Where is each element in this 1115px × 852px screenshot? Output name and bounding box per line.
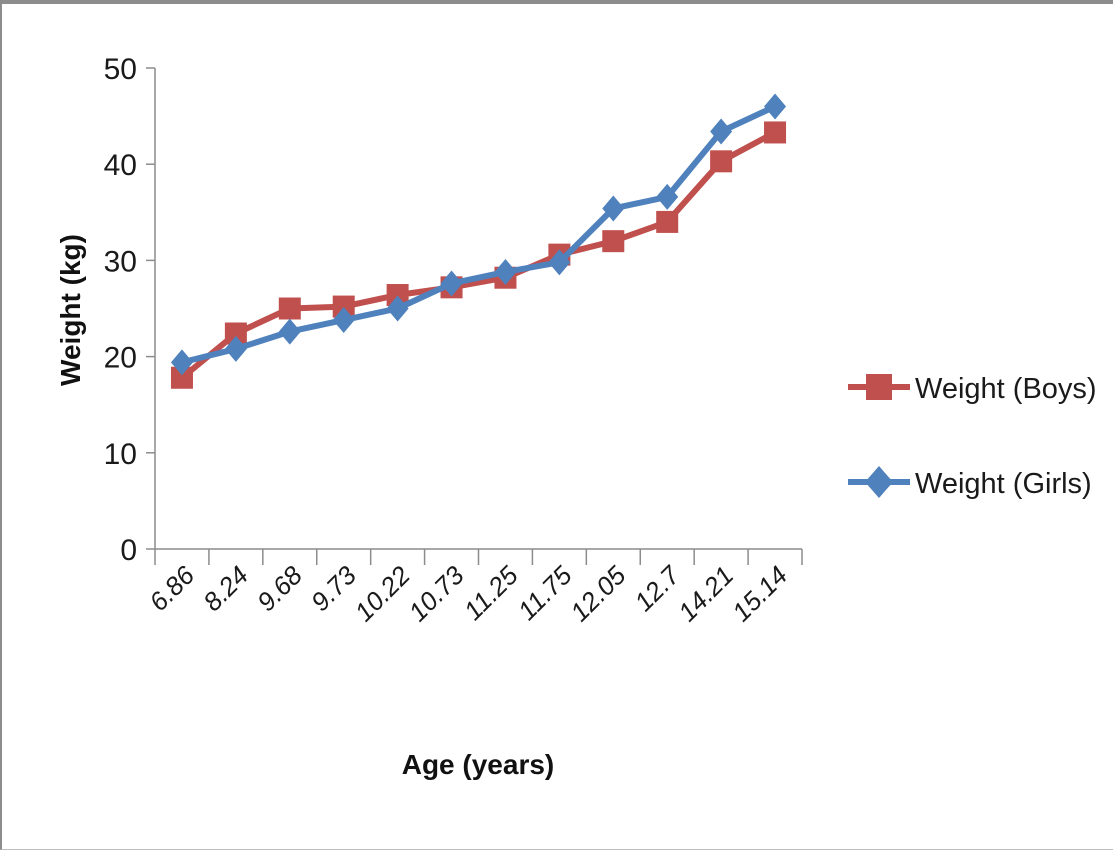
data-point-girls xyxy=(170,349,193,376)
data-point-boys xyxy=(764,121,787,144)
data-point-boys xyxy=(602,230,625,253)
y-tick-label: 50 xyxy=(104,53,137,86)
x-tick-label: 11.25 xyxy=(458,560,524,626)
data-point-boys xyxy=(656,210,679,233)
x-tick-label: 12.05 xyxy=(564,560,632,628)
data-point-girls xyxy=(494,258,517,285)
y-axis: 0 10 20 30 40 50 xyxy=(104,53,156,567)
y-tick-label: 10 xyxy=(104,438,137,471)
x-axis-title: Age (years) xyxy=(402,749,555,780)
x-tick-label: 10.22 xyxy=(349,560,417,628)
x-tick-label: 15.14 xyxy=(726,560,793,627)
series-layer xyxy=(170,93,787,389)
y-tick-label: 0 xyxy=(120,534,137,567)
data-point-boys xyxy=(332,295,355,318)
legend-girls-label: Weight (Girls) xyxy=(915,468,1092,500)
legend-boys-label: Weight (Boys) xyxy=(915,373,1097,405)
y-tick-label: 30 xyxy=(104,245,137,278)
y-tick-label: 40 xyxy=(104,149,137,182)
legend-boys-marker xyxy=(866,374,892,400)
data-point-girls xyxy=(548,249,571,276)
data-point-boys xyxy=(170,366,193,389)
data-point-boys xyxy=(386,284,409,307)
data-point-girls xyxy=(764,93,787,120)
data-point-boys xyxy=(278,297,301,320)
legend-girls-marker xyxy=(865,466,893,498)
data-point-girls xyxy=(386,295,409,322)
x-tick-label: 10.73 xyxy=(403,560,471,628)
y-axis-title: Weight (kg) xyxy=(55,234,86,386)
data-point-girls xyxy=(440,270,463,297)
data-point-girls xyxy=(278,318,301,345)
x-tick-label: 9.68 xyxy=(251,560,308,617)
series-boys-line xyxy=(178,129,779,381)
data-point-girls xyxy=(602,195,625,222)
x-axis: 6.868.249.689.7310.2210.7311.2511.7512.0… xyxy=(143,548,803,628)
data-point-boys xyxy=(710,150,733,173)
data-point-girls xyxy=(224,335,247,362)
legend-item-girls: Weight (Girls) xyxy=(848,466,1092,500)
legend-item-boys: Weight (Boys) xyxy=(848,373,1097,405)
x-tick-label: 8.24 xyxy=(197,560,254,617)
legend: Weight (Boys) Weight (Girls) xyxy=(848,373,1097,500)
data-point-girls xyxy=(656,183,679,210)
data-point-girls xyxy=(332,307,355,334)
x-tick-label: 6.86 xyxy=(143,560,200,617)
data-point-girls xyxy=(710,118,733,145)
series-girls xyxy=(170,93,787,376)
x-tick-label: 11.75 xyxy=(512,560,578,626)
data-point-boys xyxy=(224,322,247,345)
x-tick-label: 14.21 xyxy=(672,560,739,627)
y-tick-label: 20 xyxy=(104,342,137,375)
series-girls-line xyxy=(178,103,779,366)
